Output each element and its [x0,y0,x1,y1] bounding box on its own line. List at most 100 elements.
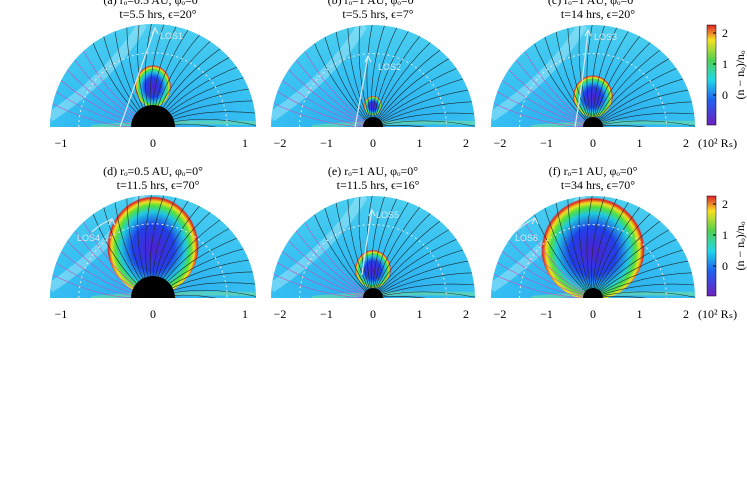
field-line [578,25,592,118]
los-arrow [368,208,376,217]
field-line [371,25,411,118]
field-line [149,24,191,106]
field-line [169,66,256,113]
field-line [602,296,695,298]
x-tick-label: −1 [55,307,68,321]
field-line [173,111,256,126]
panel-time: t=11.5 hrs, ϵ=16° [337,178,420,192]
field-line [155,195,228,277]
x-tick-label: 2 [683,136,689,150]
field-line [491,196,584,295]
field-line [372,196,430,289]
field-line [377,196,475,290]
field-line [271,223,364,298]
panel-time: t=5.5 hrs, ϵ=7° [342,7,413,21]
sun [583,288,603,298]
field [50,195,256,298]
field-line [174,118,256,127]
x-tick-label: 1 [637,136,643,150]
field-line [593,196,668,289]
field-line [598,203,695,290]
field-line [271,196,365,294]
field-line [382,120,475,127]
field-line [312,196,367,291]
panel: LOS2 (b) rₒ=1 AU, φₒ=0°t=5.5 hrs, ϵ=7° −2 −… [271,0,475,150]
sun [583,117,603,127]
ring [78,223,228,298]
field-line [597,196,695,290]
los-arrow [531,216,539,225]
colorbar-tick-label: 2 [722,26,728,40]
panel-label: (b) rₒ=1 AU, φₒ=0° [328,0,419,7]
field-line [50,24,133,120]
panel: LOS1 (a) rₒ=0.5 AU, φₒ=0°t=5.5 hrs, ϵ=20°… [50,0,256,150]
field-line [551,196,588,290]
field-line [50,195,133,291]
field-line [74,195,137,284]
x-tick-label: 2 [683,307,689,321]
x-tick-label: 0 [370,307,376,321]
field-line [378,32,475,119]
field-line [162,195,256,279]
field [491,196,695,298]
field-line [595,196,685,289]
field [271,25,475,127]
field-line [271,35,364,125]
field-line [602,112,695,126]
field-line [144,24,172,106]
x-tick-label: 0 [370,136,376,150]
field-line [597,25,695,119]
field-line [382,291,475,298]
x-tick-label: 1 [417,136,423,150]
x-tick-label: −2 [274,307,287,321]
los-label: LOS3 [594,32,617,42]
field-line [172,271,256,289]
field-line [271,25,365,123]
x-tick-label: 1 [417,307,423,321]
field-line [295,196,366,292]
colorbar-tick-label: 2 [722,197,728,211]
los-label: LOS2 [378,62,401,72]
x-tick-label: 0 [590,307,596,321]
field-line [126,24,144,108]
field-line [162,24,256,108]
field-line [532,196,587,291]
x-tick-label: 2 [463,307,469,321]
field-line [599,220,695,291]
los-label: LOS1 [160,31,183,41]
field-line [381,256,475,293]
field-line [165,202,256,281]
field-line [567,25,589,119]
field-line [160,195,256,278]
ring [519,224,667,298]
field-line [271,206,364,296]
cme [355,248,391,288]
field-line [375,196,465,289]
x-tick-label: 1 [242,136,248,150]
field-line [366,25,391,118]
field-line [74,24,137,113]
panel-time: t=11.5 hrs, ϵ=70° [117,178,200,192]
field-line [157,195,246,277]
field-line [602,291,695,298]
los-line [354,55,369,127]
field-line [515,25,586,121]
field-line [491,35,584,125]
field-line [152,195,210,277]
field-line [172,100,256,118]
field-line [173,282,256,297]
ring [78,52,228,127]
panel: LOS5 (e) rₒ=1 AU, φₒ=0°t=11.5 hrs, ϵ=16° −… [271,164,475,321]
colorbar-label: (n − nₒ)/nₒ [733,50,747,100]
field-line [593,25,668,118]
x-tick-label: 1 [242,307,248,321]
field-line [170,85,256,115]
x-tick-label: 1 [637,307,643,321]
field-line [174,289,256,298]
colorbar-tick-label: 0 [722,88,728,102]
field-line [371,196,411,289]
panel-time: t=14 hrs, ϵ=20° [561,7,635,21]
field-line [601,256,695,293]
